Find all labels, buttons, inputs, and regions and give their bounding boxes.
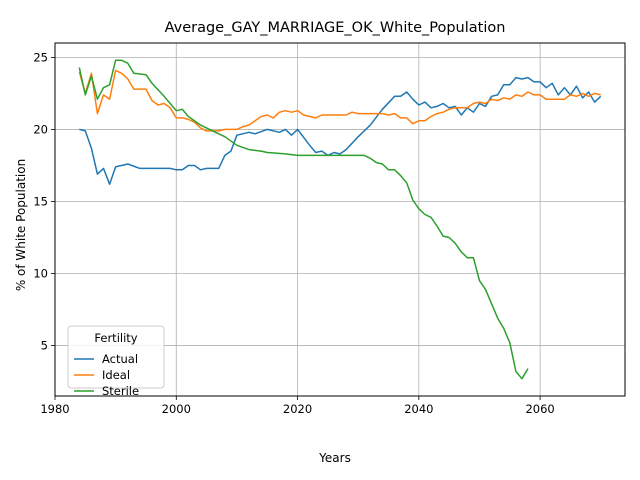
legend-label-ideal: Ideal xyxy=(102,368,130,382)
x-tick-label: 2000 xyxy=(162,402,191,416)
legend: Fertility Actual Ideal Sterile xyxy=(68,326,164,398)
x-tick-label: 2040 xyxy=(404,402,433,416)
legend-title: Fertility xyxy=(94,331,137,345)
legend-label-actual: Actual xyxy=(102,352,138,366)
y-tick-label: 10 xyxy=(33,267,48,281)
x-tick-label: 1980 xyxy=(40,402,69,416)
y-axis-label: % of White Population xyxy=(14,159,28,291)
y-tick-label: 5 xyxy=(41,339,48,353)
chart-title: Average_GAY_MARRIAGE_OK_White_Population xyxy=(165,20,506,36)
legend-label-sterile: Sterile xyxy=(102,384,139,398)
y-tick-label: 20 xyxy=(33,122,48,136)
x-axis-label: Years xyxy=(318,451,351,465)
y-tick-label: 25 xyxy=(33,50,48,64)
x-tick-label: 2020 xyxy=(283,402,312,416)
y-tick-label: 15 xyxy=(33,194,48,208)
x-tick-label: 2060 xyxy=(525,402,554,416)
